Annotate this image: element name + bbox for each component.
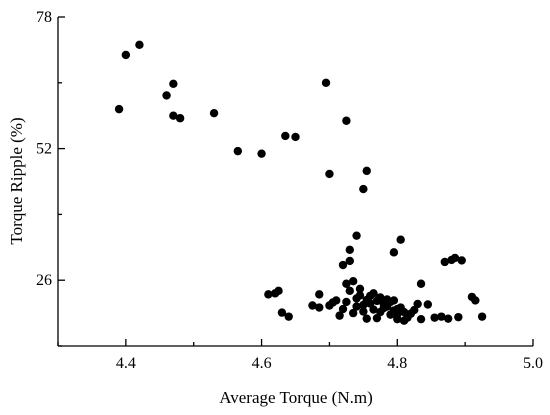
x-tick-label: 4.6 — [252, 355, 272, 372]
data-point — [430, 313, 439, 322]
data-point — [274, 286, 283, 296]
data-point — [233, 146, 243, 156]
data-point — [440, 257, 449, 267]
axis-ticks — [57, 16, 534, 347]
data-point — [338, 260, 348, 270]
data-point — [257, 149, 266, 158]
data-point — [345, 256, 354, 266]
data-point — [471, 296, 480, 305]
data-point — [393, 304, 402, 314]
data-point — [325, 169, 334, 179]
data-point — [342, 279, 351, 288]
y-tick-label: 52 — [36, 141, 52, 158]
data-point — [457, 256, 466, 265]
data-point — [396, 235, 405, 244]
data-point — [362, 314, 371, 323]
data-point — [389, 248, 399, 257]
data-point — [355, 284, 365, 294]
data-point — [389, 296, 399, 305]
data-point — [365, 291, 375, 301]
data-point — [281, 131, 290, 141]
y-tick-label: 26 — [36, 272, 52, 289]
tick-labels: 4.4 4.6 4.8 5.0 26 52 78 — [36, 9, 543, 372]
data-point — [335, 311, 344, 320]
data-point — [284, 312, 293, 321]
data-point — [477, 312, 487, 321]
data-point — [348, 277, 358, 286]
data-point — [348, 308, 358, 318]
data-point — [162, 91, 171, 100]
data-point — [342, 116, 351, 125]
data-point — [450, 253, 460, 263]
data-point — [338, 304, 348, 314]
plot-area — [57, 17, 533, 347]
data-point — [345, 286, 354, 296]
data-point — [342, 297, 351, 307]
data-point — [315, 290, 324, 299]
data-point — [359, 307, 368, 316]
data-point — [345, 245, 354, 255]
data-point — [291, 132, 300, 142]
data-point — [362, 166, 371, 176]
data-point — [454, 312, 463, 322]
data-point — [416, 314, 426, 324]
data-point — [175, 114, 185, 123]
data-point — [369, 305, 378, 314]
data-points — [114, 40, 487, 325]
x-tick-label: 5.0 — [523, 355, 543, 372]
data-point — [209, 108, 219, 118]
data-point — [264, 290, 273, 299]
data-point — [352, 302, 361, 311]
data-point — [413, 299, 422, 309]
x-axis-title: Average Torque (N.m) — [219, 388, 372, 407]
data-point — [423, 300, 433, 309]
data-point — [437, 312, 446, 321]
data-point — [443, 314, 453, 323]
x-tick-label: 4.8 — [387, 355, 407, 372]
data-point — [121, 50, 131, 60]
data-point — [321, 78, 331, 88]
y-axis-title: Torque Ripple (%) — [7, 117, 26, 244]
data-point — [359, 184, 368, 194]
data-point — [382, 302, 392, 311]
data-point — [308, 301, 317, 310]
x-tick-label: 4.4 — [116, 355, 136, 372]
data-point — [135, 40, 144, 50]
data-point — [169, 79, 178, 89]
data-point — [403, 311, 412, 320]
y-tick-label: 78 — [36, 9, 52, 26]
data-point — [315, 303, 324, 312]
data-point — [352, 231, 361, 240]
data-point — [393, 314, 402, 324]
data-point — [332, 296, 341, 305]
data-point — [416, 279, 426, 288]
data-point — [169, 111, 178, 120]
data-point — [114, 104, 124, 114]
data-point — [355, 291, 365, 300]
data-point — [277, 308, 287, 317]
data-point — [376, 293, 385, 302]
